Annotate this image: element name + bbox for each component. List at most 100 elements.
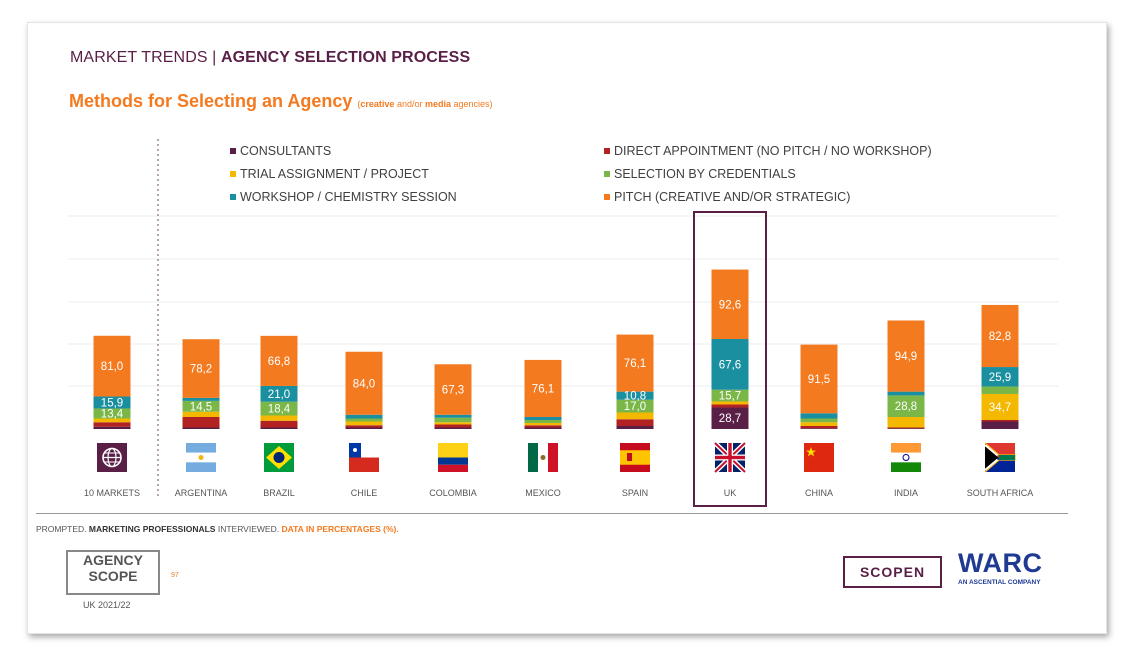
data-label: 21,0 (268, 389, 290, 401)
bar-segment (981, 367, 1019, 387)
bar-segment (434, 424, 472, 428)
bar-segment (345, 418, 383, 422)
agency-scope-frame (66, 593, 160, 595)
bar-segment (434, 422, 472, 425)
bar-segment (93, 335, 131, 397)
bar-segment (800, 422, 838, 426)
legend-swatch (230, 194, 236, 200)
bar-segment (524, 427, 562, 429)
legend-direct-appointment: DIRECT APPOINTMENT (NO PITCH / NO WORKSH… (604, 144, 932, 158)
south-africa-flag (984, 442, 1016, 473)
chile-flag (349, 443, 379, 472)
data-label: 34,7 (989, 402, 1011, 414)
brazil-flag (264, 443, 294, 472)
bar-segment (260, 335, 298, 386)
header-prefix: MARKET TRENDS | (70, 49, 221, 66)
category-label: COLOMBIA (429, 488, 477, 498)
data-label: 15,7 (719, 391, 741, 403)
bar-segment (711, 339, 749, 390)
bar-segment (981, 421, 1019, 429)
page-number: 97 (171, 572, 179, 579)
bar-segment (800, 344, 838, 414)
bar-segment (711, 269, 749, 339)
bar-segment (616, 391, 654, 400)
page-header: MARKET TRENDS | AGENCY SELECTION PROCESS (70, 49, 470, 67)
bar-segment (260, 401, 298, 416)
bar-segment (93, 426, 131, 429)
category-label: INDIA (894, 488, 918, 498)
bar-segment (887, 395, 925, 417)
bar-segment (887, 427, 925, 429)
globe-icon (97, 443, 127, 472)
bar-segment (524, 359, 562, 417)
bar-segment (93, 408, 131, 419)
bar-segment (800, 428, 838, 429)
bar-segment (711, 401, 749, 405)
bar-segment (524, 417, 562, 420)
legend-swatch (604, 171, 610, 177)
data-label: 14,5 (190, 401, 212, 413)
legend-swatch (230, 171, 236, 177)
data-label: 18,4 (268, 404, 291, 416)
data-label: 17,0 (624, 401, 646, 413)
bar-segment (800, 426, 838, 429)
chart-title: Methods for Selecting an Agency (creativ… (69, 91, 493, 112)
agency-scope-logo: AGENCY SCOPE (83, 552, 143, 584)
bar-segment (616, 334, 654, 392)
data-label: 76,1 (532, 383, 554, 395)
bar-segment (182, 417, 220, 428)
bar-segment (887, 391, 925, 396)
bar-segment (524, 423, 562, 426)
bar-segment (260, 385, 298, 402)
bar-segment (616, 412, 654, 420)
legend-swatch (230, 148, 236, 154)
data-label: 84,0 (353, 378, 375, 390)
data-label: 94,9 (895, 351, 917, 363)
legend-consultants: CONSULTANTS (230, 144, 331, 158)
data-label: 28,8 (895, 401, 917, 413)
bar-segment (887, 320, 925, 392)
data-label: 10,8 (624, 391, 646, 403)
data-label: 91,5 (808, 374, 830, 386)
china-flag (804, 443, 834, 472)
bar-segment (345, 425, 383, 428)
bar-segment (182, 411, 220, 417)
category-label: UK (724, 488, 737, 498)
bar-segment (711, 407, 749, 429)
legend-selection-credentials: SELECTION BY CREDENTIALS (604, 167, 796, 181)
legend-trial-assignment: TRIAL ASSIGNMENT / PROJECT (230, 167, 429, 181)
header-title: AGENCY SELECTION PROCESS (220, 49, 471, 66)
data-label: 15,9 (101, 397, 123, 409)
bar-segment (711, 389, 749, 402)
data-label: 76,1 (624, 358, 646, 370)
data-label: 28,7 (719, 413, 741, 425)
bar-segment (182, 397, 220, 401)
bar-segment (434, 417, 472, 423)
bar-segment (524, 420, 562, 423)
footer-divider (36, 513, 1068, 514)
bar-segment (182, 339, 220, 398)
data-label: 92,6 (719, 299, 741, 311)
category-label: SOUTH AFRICA (967, 488, 1034, 498)
bar-segment (93, 422, 131, 427)
bar-segment (93, 418, 131, 423)
bar-segment (981, 304, 1019, 368)
data-label: 67,6 (719, 359, 741, 371)
bar-segment (345, 351, 383, 415)
slide: MARKET TRENDS | AGENCY SELECTION PROCESS… (27, 22, 1107, 634)
chart-title-main: Methods for Selecting an Agency (69, 91, 353, 111)
data-label: 25,9 (989, 372, 1011, 384)
category-label: ARGENTINA (175, 488, 228, 498)
data-label: 66,8 (268, 356, 290, 368)
bar-segment (800, 418, 838, 423)
data-label: 78,2 (190, 364, 212, 376)
warc-logo: WARC (958, 548, 1043, 578)
stacked-bar-chart: 13,415,9 81,0 14,5 78,2 18,4 21,0 66,8 84,0 67,3… (68, 139, 1058, 507)
bar-segment (524, 425, 562, 428)
category-label: CHILE (351, 488, 378, 498)
uk-flag (713, 441, 747, 474)
category-label: MEXICO (525, 488, 561, 498)
bar-segment (260, 420, 298, 428)
bar-segment (981, 420, 1019, 422)
spain-flag (620, 443, 650, 472)
